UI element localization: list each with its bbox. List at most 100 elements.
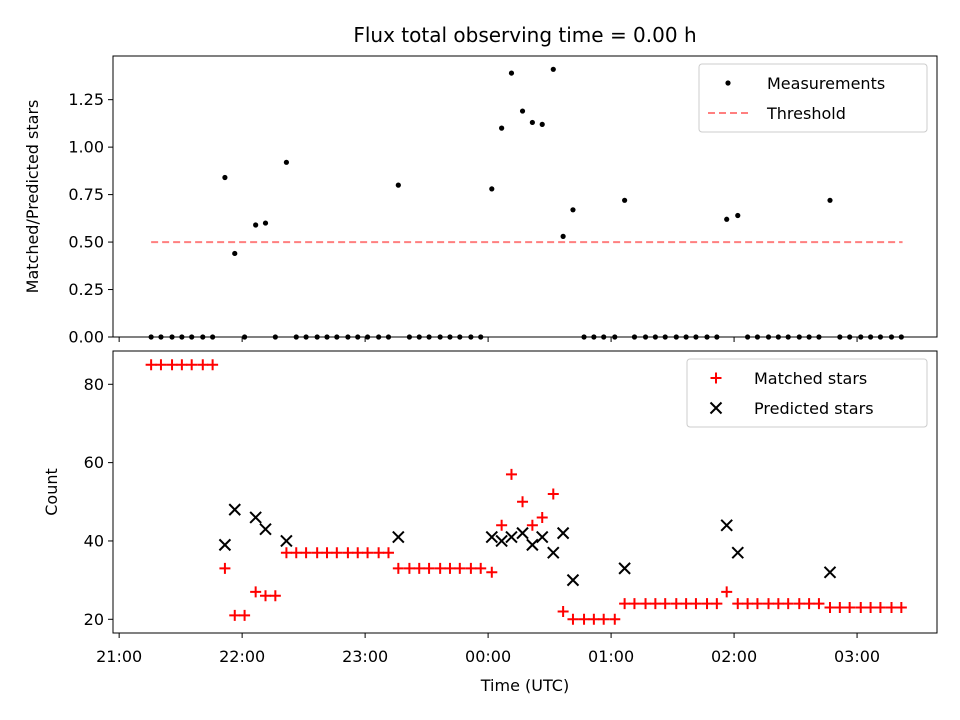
matched-star-point [311,547,323,559]
matched-star-point [609,613,621,625]
matched-star-point [793,598,805,610]
matched-star-point [260,590,272,602]
predicted-star-point [218,538,232,552]
matched-star-point [659,598,671,610]
measurement-point [253,222,259,228]
measurement-point [622,197,628,203]
matched-star-point [680,598,692,610]
predicted-star-point [547,546,560,559]
matched-star-point [547,488,559,500]
matched-star-point [465,562,477,574]
matched-star-point [423,562,435,574]
y-tick-label: 40 [84,531,104,550]
x-tick-label: 02:00 [711,647,757,666]
matched-star-point [352,547,364,559]
x-axis-label: Time (UTC) [480,676,569,695]
predicted-star-point [823,566,837,579]
measurement-point [827,197,833,203]
matched-star-point [382,547,394,559]
x-axis-tick-labels: 21:00 22:00 23:00 00:00 01:00 02:00 03:00 [96,647,880,666]
matched-star-point [145,359,157,371]
matched-star-point [321,547,333,559]
matched-star-point [885,602,897,614]
matched-star-point [197,359,209,371]
measurement-point [724,216,730,222]
counts-panel: 20 40 60 80 Count Matched stars Predicted star… [42,350,938,638]
measurement-point [395,182,401,188]
matched-star-point [711,598,723,610]
measurement-point [735,212,741,219]
matched-star-point [166,359,178,371]
matched-star-point [803,598,815,610]
predicted-star-point [618,562,631,575]
matched-star-point [865,602,877,614]
matched-star-point [763,598,775,610]
axes-frame [112,350,938,634]
matched-star-point [855,602,867,614]
matched-star-point [331,547,343,559]
matched-star-point [280,547,292,559]
measurement-point [232,250,238,257]
matched-star-point [403,562,415,574]
matched-star-point [721,586,733,598]
matched-star-point [496,519,508,531]
matched-star-point [536,511,548,523]
legend-marker [710,372,722,384]
matched-star-point [342,547,354,559]
predicted-star-point [536,530,549,544]
matched-star-point [486,566,498,578]
legend-marker [709,401,723,415]
x-tick-label: 01:00 [588,647,634,666]
matched-star-point [874,602,886,614]
chart-title: Flux total observing time = 0.00 h [353,23,696,47]
predicted-star-point [249,511,262,524]
matched-star-point [844,602,856,614]
matched-star-point [300,547,312,559]
legend-label: Measurements [767,74,885,93]
predicted-star-point [495,534,508,548]
matched-star-point [895,602,907,614]
legend: Matched stars Predicted stars [686,358,928,428]
y-tick-label: 80 [84,375,104,394]
matched-star-point [413,562,425,574]
matched-star-point [690,598,702,610]
matched-star-point [526,519,538,531]
measurement-point [519,108,526,114]
measurement-point [262,220,269,226]
matched-star-point [444,562,456,574]
predicted-star-point [259,523,272,536]
matched-star-point [186,359,198,371]
matched-star-point [742,598,754,610]
measurement-point [529,119,535,126]
matched-star-point [362,547,374,559]
x-tick-label: 00:00 [465,647,511,666]
matched-star-point [269,590,281,602]
matched-star-point [239,609,251,621]
matched-star-point [598,613,610,625]
legend-box [686,358,928,428]
matched-star-point [640,598,652,610]
y-tick-label: 1.00 [68,138,104,157]
measurement-point [508,70,515,76]
legend-marker [725,80,731,86]
matched-star-point [475,562,487,574]
y-tick-label: 1.25 [68,90,104,109]
matched-star-point [732,598,744,610]
x-tick-label: 03:00 [834,647,880,666]
matched-star-point [176,359,188,371]
predicted-star-point [392,530,405,544]
measurement-point [222,174,228,181]
matched-star-point [588,613,600,625]
matched-star-point [434,562,446,574]
matched-star-point [557,605,569,617]
legend: Measurements Threshold [698,63,928,133]
y-axis-label: Count [42,468,61,516]
matched-star-point [290,547,302,559]
predicted-star-point [505,530,518,544]
y-axis-label: Matched/Predicted stars [23,100,42,294]
y-tick-label: 0.75 [68,185,104,204]
matched-star-point [670,598,682,610]
series-predicted-stars [218,503,837,587]
matched-star-point [219,562,231,574]
